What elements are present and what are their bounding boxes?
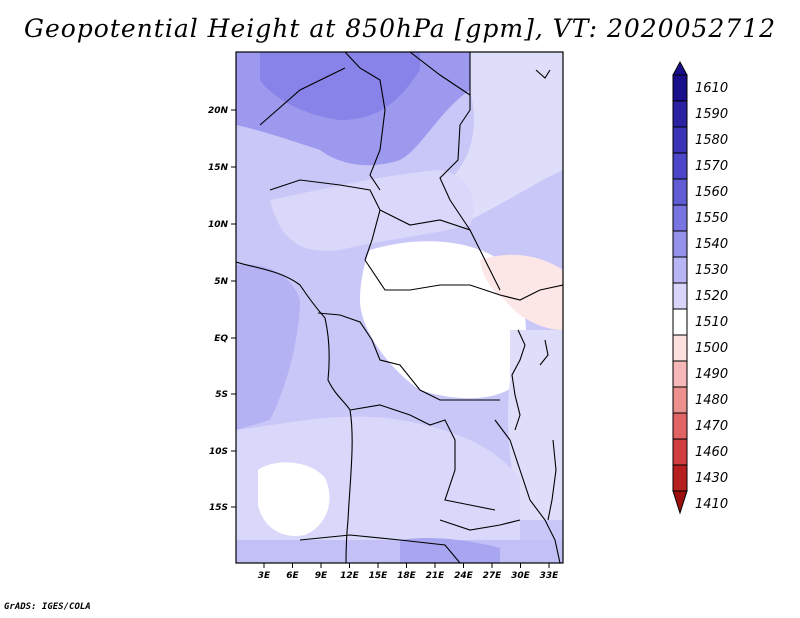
colorbar-swatch <box>672 308 688 336</box>
longitude-ticks: 3E 6E 9E 12E 15E 18E 21E 24E 27E 30E 33E <box>258 563 559 581</box>
colorbar-swatch <box>672 230 688 258</box>
lon-tick-label: 15E <box>369 571 389 581</box>
latitude-ticks: 20N 15N 10N 5N EQ 5S 10S 15S <box>208 106 236 513</box>
lon-tick-label: 21E <box>426 571 446 581</box>
colorbar: 1610 1590 1580 1570 1560 1550 1540 1530 1520 1510… <box>672 60 728 515</box>
lat-tick-label: 10S <box>209 447 228 457</box>
colorbar-label: 1610 <box>695 81 728 96</box>
colorbar-label: 1470 <box>695 419 728 434</box>
colorbar-label: 1570 <box>695 159 728 174</box>
colorbar-swatch <box>672 334 688 362</box>
colorbar-label: 1520 <box>695 289 728 304</box>
lat-tick-label: 5S <box>215 390 228 400</box>
map-title: Geopotential Height at 850hPa [gpm], VT:… <box>23 14 777 43</box>
colorbar-label: 1580 <box>695 133 728 148</box>
colorbar-swatch <box>672 152 688 180</box>
map-frame <box>235 51 564 564</box>
grads-credit: GrADS: IGES/COLA <box>4 602 91 612</box>
colorbar-label: 1460 <box>695 445 728 460</box>
colorbar-swatch <box>672 386 688 414</box>
lat-tick-label: 5N <box>214 277 228 287</box>
colorbar-swatch <box>672 256 688 284</box>
lat-tick-label: 10N <box>208 220 229 230</box>
colorbar-label: 1530 <box>695 263 728 278</box>
colorbar-swatch <box>672 438 688 466</box>
colorbar-swatch <box>672 282 688 310</box>
colorbar-label: 1560 <box>695 185 728 200</box>
lat-tick-label: 20N <box>208 106 229 116</box>
lat-tick-label: 15S <box>209 503 228 513</box>
lon-tick-label: 3E <box>258 571 271 581</box>
colorbar-label: 1550 <box>695 211 728 226</box>
lon-tick-label: 6E <box>286 571 299 581</box>
colorbar-label: 1540 <box>695 237 728 252</box>
colorbar-label: 1500 <box>695 341 728 356</box>
lon-tick-label: 24E <box>454 571 474 581</box>
lon-tick-label: 33E <box>540 571 560 581</box>
colorbar-label: 1480 <box>695 393 728 408</box>
colorbar-label: 1510 <box>695 315 728 330</box>
colorbar-swatch <box>672 126 688 154</box>
colorbar-top-arrow <box>672 60 688 76</box>
colorbar-label: 1410 <box>695 497 728 512</box>
colorbar-swatch <box>672 178 688 206</box>
height-field <box>236 52 563 563</box>
lat-tick-label: 15N <box>208 163 229 173</box>
colorbar-swatch <box>672 74 688 102</box>
colorbar-bottom-arrow <box>672 490 688 515</box>
lon-tick-label: 30E <box>511 571 531 581</box>
colorbar-swatch <box>672 464 688 492</box>
colorbar-swatch <box>672 360 688 388</box>
lon-tick-label: 9E <box>315 571 328 581</box>
lon-tick-label: 27E <box>483 571 503 581</box>
lon-tick-label: 18E <box>397 571 417 581</box>
colorbar-swatch <box>672 412 688 440</box>
colorbar-label: 1490 <box>695 367 728 382</box>
colorbar-swatch <box>672 100 688 128</box>
colorbar-label: 1430 <box>695 471 728 486</box>
lon-tick-label: 12E <box>340 571 360 581</box>
lat-tick-label: EQ <box>214 334 228 344</box>
colorbar-label: 1590 <box>695 107 728 122</box>
colorbar-swatch <box>672 204 688 232</box>
